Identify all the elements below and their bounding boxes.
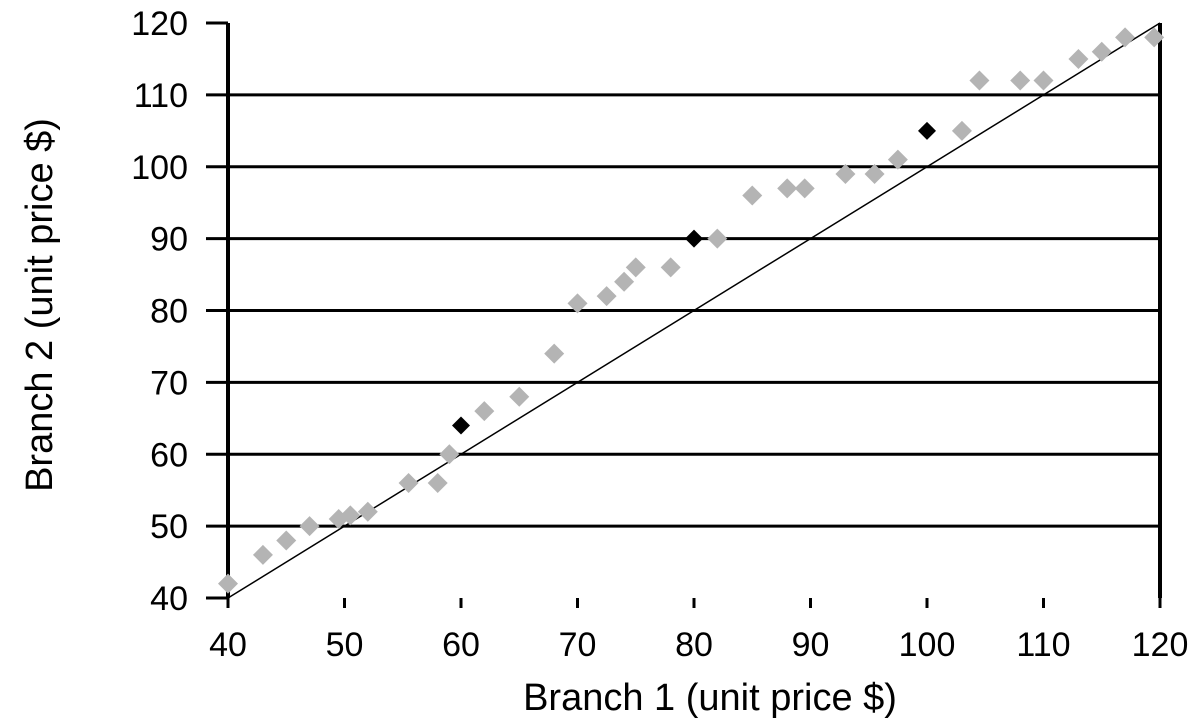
y-tick-label: 110	[134, 77, 188, 115]
data-point-grey	[439, 444, 460, 465]
x-tick-label: 100	[899, 626, 956, 664]
x-tick-label: 70	[559, 626, 597, 664]
y-tick-label: 40	[150, 580, 188, 618]
data-point-grey	[707, 228, 728, 249]
data-point-grey	[427, 473, 448, 493]
data-point-grey	[218, 573, 238, 594]
data-point-grey	[252, 544, 273, 565]
x-tick-label: 110	[1016, 626, 1070, 664]
x-tick-label: 120	[1132, 626, 1189, 664]
reference-line	[227, 22, 1161, 599]
data-point-grey	[276, 530, 297, 551]
y-tick-label: 50	[150, 508, 188, 546]
data-point-black	[918, 121, 936, 140]
y-axis-title: Branch 2 (unit price $)	[19, 118, 61, 492]
data-point-grey	[969, 70, 990, 91]
x-tick-label: 40	[209, 626, 247, 664]
data-point-grey	[660, 257, 681, 278]
y-tick-label: 120	[131, 5, 188, 43]
data-point-grey	[1091, 41, 1112, 62]
tick-labels-layer: 40 50 60 70 80 90 100 110 120 40 50 60 70 80 90 100 110 1…	[131, 5, 1188, 664]
data-point-grey	[777, 178, 798, 199]
data-point-grey	[596, 286, 617, 307]
data-point-grey	[509, 386, 530, 407]
data-point-grey	[544, 343, 565, 364]
data-point-grey	[794, 178, 815, 199]
data-point-black	[452, 416, 470, 435]
y-tick-label: 100	[131, 149, 188, 187]
data-point-grey	[340, 505, 361, 526]
data-point-grey	[887, 149, 908, 170]
x-axis-title: Branch 1 (unit price $)	[523, 677, 897, 719]
data-point-grey	[1068, 48, 1089, 69]
data-point-grey	[614, 271, 635, 292]
data-point-grey	[864, 163, 885, 184]
data-point-grey	[357, 501, 378, 522]
data-point-grey	[474, 401, 495, 422]
data-point-grey	[567, 293, 588, 314]
data-point-grey	[398, 473, 419, 493]
data-point-grey	[1144, 27, 1165, 48]
y-tick-label: 60	[150, 436, 188, 474]
axis-layer	[206, 21, 1162, 608]
y-tick-label: 70	[150, 364, 188, 402]
data-point-grey	[742, 185, 763, 206]
y-tick-label: 80	[150, 293, 188, 331]
x-tick-label: 80	[675, 626, 713, 664]
data-point-grey	[299, 516, 320, 537]
x-tick-label: 50	[326, 626, 364, 664]
reference-line-layer	[227, 22, 1161, 599]
points-layer	[218, 27, 1165, 594]
y-tick-label: 90	[150, 221, 188, 259]
data-point-grey	[1115, 27, 1136, 48]
data-point-grey	[951, 120, 972, 141]
data-point-black	[685, 229, 703, 248]
x-tick-label: 90	[792, 626, 830, 664]
data-point-grey	[835, 163, 856, 184]
data-point-grey	[1010, 70, 1031, 91]
data-point-grey	[625, 257, 646, 278]
data-point-grey	[1033, 70, 1054, 91]
x-tick-label: 60	[442, 626, 480, 664]
